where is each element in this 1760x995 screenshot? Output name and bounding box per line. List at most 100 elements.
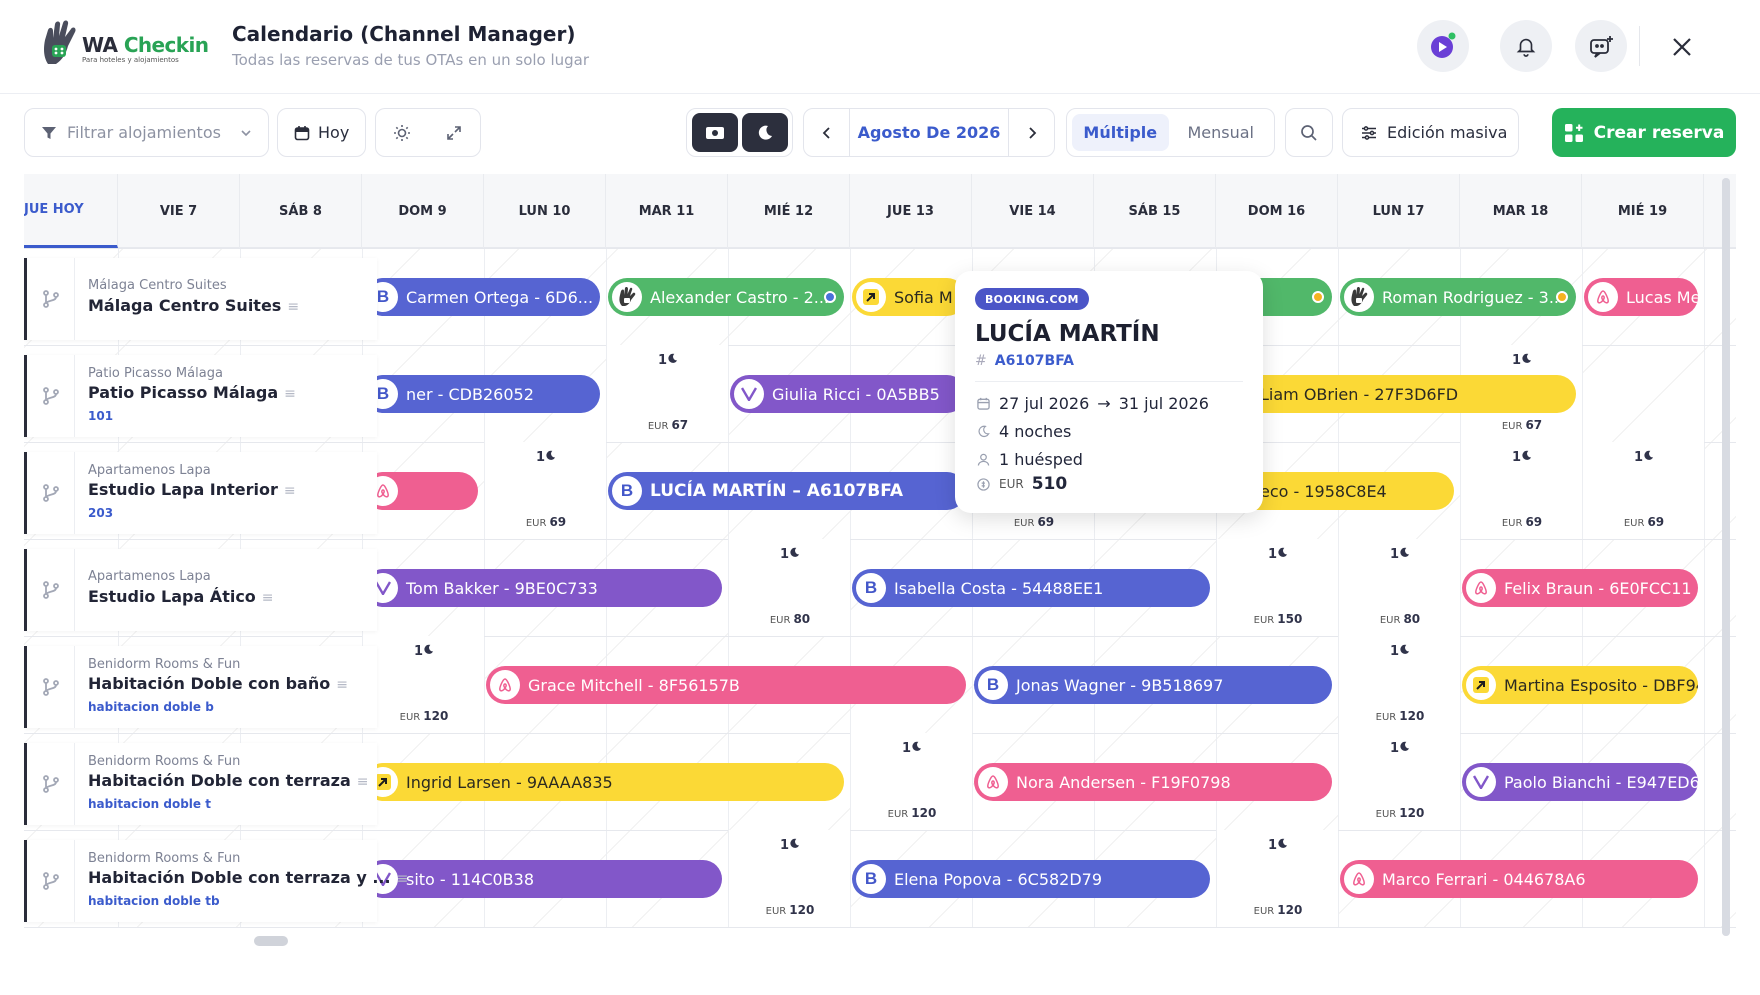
property-row[interactable]: Apartamenos Lapa Estudio Lapa Ático ≡ — [24, 549, 377, 631]
display-settings-button[interactable] — [376, 124, 428, 142]
next-month-button[interactable] — [1008, 109, 1054, 156]
vertical-scrollbar-thumb[interactable] — [1722, 178, 1730, 936]
reservation-bar[interactable]: Giulia Ricci - 0A5BB5 — [730, 375, 966, 413]
reservation-label: Carmen Ortega - 6D6... — [406, 287, 594, 307]
property-row[interactable]: Benidorm Rooms & Fun Habitación Doble con… — [24, 840, 408, 922]
reservation-bar[interactable]: Alexander Castro - 2... — [608, 278, 844, 316]
month-navigator: Agosto De 2026 — [803, 108, 1055, 157]
reservation-bar[interactable]: B Jonas Wagner - 9B518697 — [974, 666, 1332, 704]
property-row[interactable]: Benidorm Rooms & Fun Habitación Doble con… — [24, 646, 377, 728]
logo-hand-icon — [44, 20, 76, 64]
header-divider — [1639, 26, 1640, 66]
day-header-2[interactable]: SÁB 8 — [240, 174, 362, 248]
day-header-8[interactable]: VIE 14 — [972, 174, 1094, 248]
day-header-4[interactable]: LUN 10 — [484, 174, 606, 248]
availability-cell[interactable]: 1 EUR 80 — [728, 539, 850, 636]
property-row[interactable]: Patio Picasso Málaga Patio Picasso Málaga… — [24, 355, 377, 437]
reservation-bar[interactable]: B Elena Popova - 6C582D79 — [852, 860, 1210, 898]
day-header-12[interactable]: MAR 18 — [1460, 174, 1582, 248]
price-currency: EUR — [765, 906, 787, 917]
day-header-3[interactable]: DOM 9 — [362, 174, 484, 248]
create-reservation-button[interactable]: Crear reserva — [1552, 108, 1736, 157]
price-amount: 120 — [423, 709, 449, 723]
reservation-bar[interactable]: Roman Rodriguez - 3... — [1340, 278, 1576, 316]
price-mode-button[interactable] — [691, 113, 738, 152]
day-header-10[interactable]: DOM 16 — [1216, 174, 1338, 248]
video-tutorial-button[interactable] — [1417, 20, 1469, 72]
reservation-label: Isabella Costa - 54488EE1 — [894, 578, 1104, 598]
chevron-left-icon — [822, 126, 830, 139]
availability-cell[interactable]: 1 EUR 150 — [1216, 539, 1338, 636]
day-header-5[interactable]: MAR 11 — [606, 174, 728, 248]
availability-cell[interactable]: 1 EUR 120 — [1338, 636, 1460, 733]
vertical-scrollbar[interactable] — [1722, 178, 1730, 936]
close-button[interactable] — [1663, 28, 1701, 66]
reservation-reference[interactable]: # A6107BFA — [975, 353, 1074, 369]
reservation-bar[interactable]: Ingrid Larsen - 9AAAA835 — [364, 763, 844, 801]
moon-icon — [546, 450, 556, 460]
price-amount: 150 — [1277, 612, 1303, 626]
menu-lines-icon: ≡ — [287, 299, 300, 315]
night-number: 1 — [1267, 547, 1278, 562]
day-header-7[interactable]: JUE 13 — [850, 174, 972, 248]
property-filter-dropdown[interactable]: Filtrar alojamientos — [24, 108, 269, 157]
night-number: 1 — [779, 838, 790, 853]
price-currency: EUR — [1013, 518, 1035, 529]
day-header-0[interactable]: JUE HOY — [24, 174, 118, 248]
today-button[interactable]: Hoy — [277, 108, 366, 157]
reservation-bar[interactable]: B Carmen Ortega - 6D6... — [364, 278, 600, 316]
availability-cell[interactable]: 1 EUR 80 — [1338, 539, 1460, 636]
moon-icon — [977, 425, 990, 438]
day-header-6[interactable]: MIÉ 12 — [728, 174, 850, 248]
support-chat-button[interactable] — [1575, 20, 1627, 72]
availability-cell[interactable]: 1 EUR 120 — [362, 636, 484, 733]
property-name: Málaga Centro Suites ≡ — [88, 296, 299, 315]
nights-mode-button[interactable] — [741, 113, 788, 152]
reservation-bar[interactable]: Marco Ferrari - 044678A6 — [1340, 860, 1698, 898]
availability-cell[interactable]: 1 EUR 120 — [1216, 830, 1338, 927]
current-month-label[interactable]: Agosto De 2026 — [857, 123, 1001, 142]
reservation-bar[interactable]: Martina Esposito - DBF94 — [1462, 666, 1698, 704]
tab-monthly[interactable]: Mensual — [1187, 123, 1254, 142]
reservation-label: Sofia M — [894, 287, 953, 307]
reservation-bar[interactable]: Felix Braun - 6E0FCC11 — [1462, 569, 1698, 607]
availability-cell[interactable]: 1 EUR 120 — [728, 830, 850, 927]
reservation-bar[interactable] — [364, 472, 478, 510]
property-row[interactable]: Málaga Centro Suites Málaga Centro Suites… — [24, 258, 377, 340]
reservation-bar[interactable]: Paolo Bianchi - E947ED64 — [1462, 763, 1698, 801]
tab-multiple[interactable]: Múltiple — [1072, 114, 1169, 151]
property-code: habitacion doble tb — [88, 894, 220, 908]
reservation-bar[interactable]: B LUCÍA MARTÍN – A6107BFA — [608, 472, 966, 510]
previous-month-button[interactable] — [804, 109, 850, 156]
expand-button[interactable] — [428, 125, 480, 141]
availability-cell[interactable]: 1 EUR 120 — [850, 733, 972, 830]
day-header-13[interactable]: MIÉ 19 — [1582, 174, 1704, 248]
stay-dates: 27 jul 2026 → 31 jul 2026 — [975, 394, 1209, 413]
reservation-bar[interactable]: Grace Mitchell - 8F56157B — [486, 666, 966, 704]
reservation-bar[interactable]: Tom Bakker - 9BE0C733 — [364, 569, 722, 607]
nights-info: 4 noches — [975, 422, 1071, 441]
day-header-1[interactable]: VIE 7 — [118, 174, 240, 248]
availability-cell[interactable]: 1 EUR 67 — [606, 345, 728, 442]
day-header-9[interactable]: SÁB 15 — [1094, 174, 1216, 248]
reservation-bar[interactable]: B Isabella Costa - 54488EE1 — [852, 569, 1210, 607]
horizontal-scrollbar-thumb[interactable] — [254, 936, 288, 946]
availability-cell[interactable]: 1 EUR 120 — [1338, 733, 1460, 830]
notifications-button[interactable] — [1500, 20, 1552, 72]
wa-checkin-logo[interactable]: WA Checkin Para hoteles y alojamientos — [42, 18, 209, 68]
search-button[interactable] — [1285, 108, 1333, 157]
price-amount: 120 — [1399, 806, 1425, 820]
property-row[interactable]: Benidorm Rooms & Fun Habitación Doble con… — [24, 743, 377, 825]
reservation-bar[interactable]: Nora Andersen - F19F0798 — [974, 763, 1332, 801]
reservation-bar[interactable]: Lucas Mey — [1584, 278, 1698, 316]
day-header-11[interactable]: LUN 17 — [1338, 174, 1460, 248]
reservation-bar[interactable]: Liam OBrien - 27F3D6FD — [1218, 375, 1576, 413]
property-row[interactable]: Apartamenos Lapa Estudio Lapa Interior ≡ 20… — [24, 452, 377, 534]
reservation-bar[interactable]: sito - 114C0B38 — [364, 860, 722, 898]
bulk-edit-button[interactable]: Edición masiva — [1342, 108, 1519, 157]
reservation-bar[interactable]: Sofia M — [852, 278, 966, 316]
